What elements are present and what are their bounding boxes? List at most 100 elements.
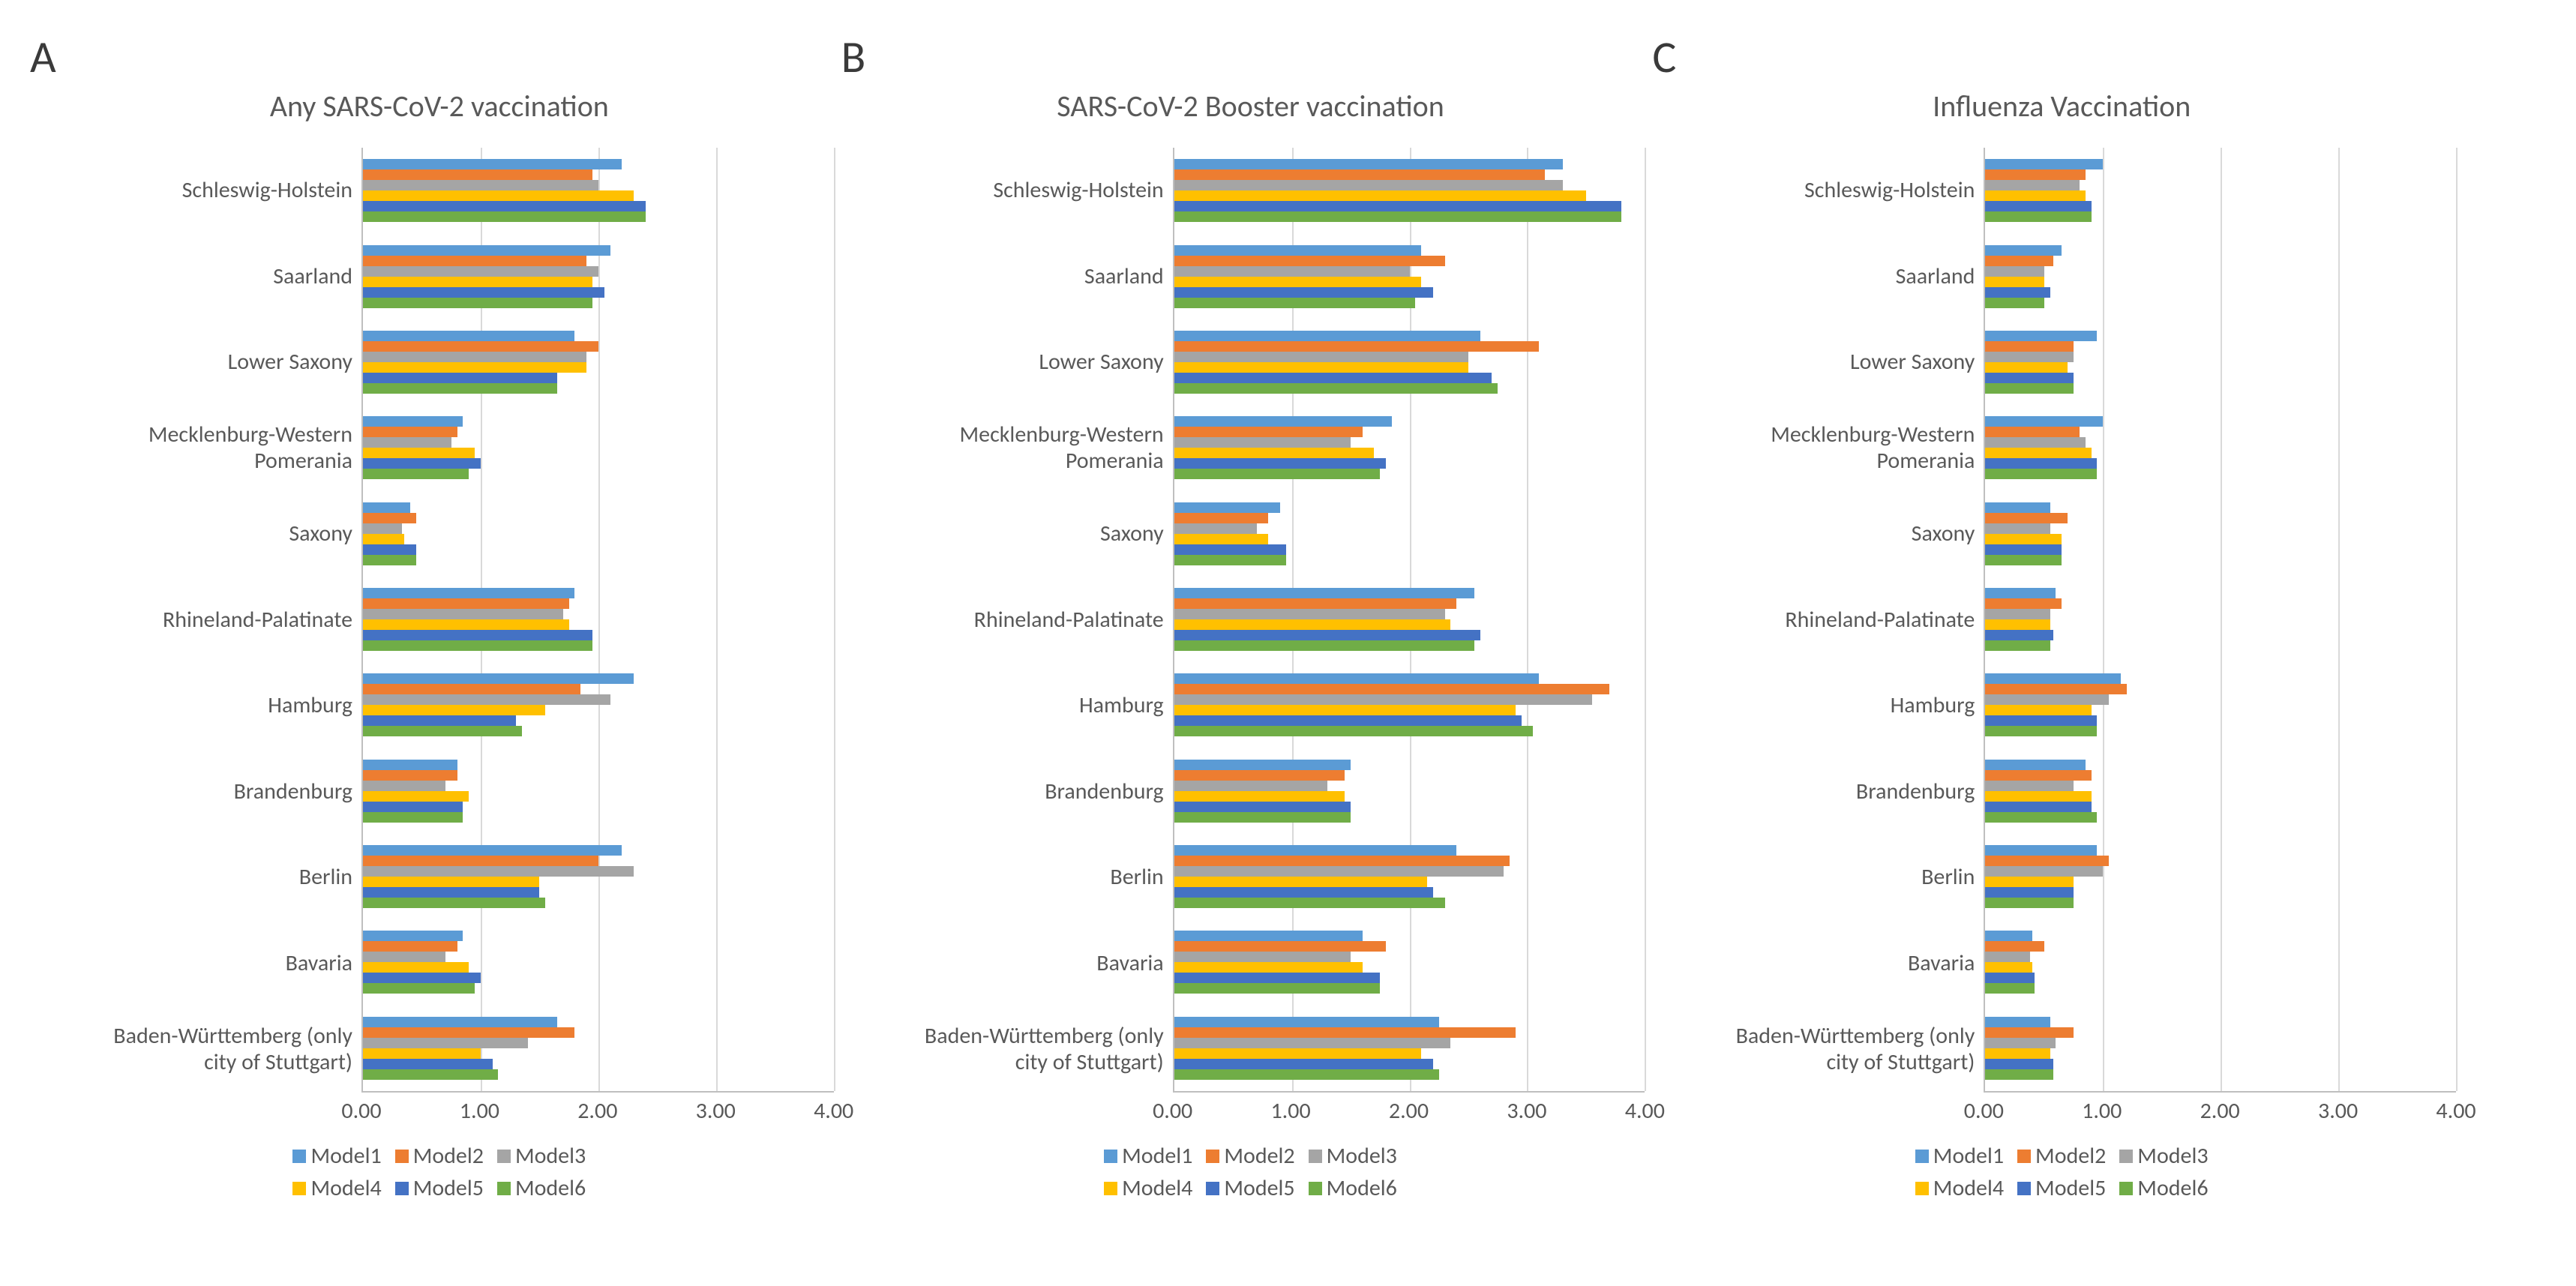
bar — [1174, 887, 1433, 898]
bar — [363, 331, 574, 341]
x-tick-label: 2.00 — [2200, 1097, 2240, 1125]
bar — [363, 898, 545, 908]
bar — [1985, 781, 2074, 791]
bar — [1985, 534, 2062, 544]
bar — [1985, 898, 2074, 908]
bar — [363, 169, 592, 180]
bar — [1985, 544, 2062, 555]
bar — [1174, 941, 1386, 952]
legend-item: Model4 — [1104, 1174, 1192, 1202]
bar — [1174, 845, 1457, 856]
y-axis-labels: Schleswig-HolsteinSaarlandLower SaxonyMe… — [45, 148, 361, 1093]
legend-label: Model6 — [1327, 1174, 1397, 1202]
bar-group — [363, 319, 834, 405]
legend-label: Model2 — [413, 1142, 484, 1170]
panel-title: Influenza Vaccination — [1667, 88, 2456, 125]
bar — [1985, 373, 2074, 383]
bar — [1174, 523, 1257, 534]
bar-group — [1174, 233, 1645, 319]
legend-swatch-icon — [1309, 1182, 1322, 1195]
bar — [1174, 266, 1410, 277]
bar — [1174, 609, 1445, 619]
bar-group — [1174, 834, 1645, 919]
legend-label: Model3 — [2137, 1142, 2208, 1170]
bar — [363, 458, 481, 469]
y-label: Schleswig-Holstein — [45, 148, 352, 234]
legend-swatch-icon — [1104, 1150, 1117, 1163]
plot-area — [1173, 148, 1645, 1093]
bar-group — [1174, 405, 1645, 490]
legend-item: Model3 — [1309, 1142, 1397, 1170]
legend-swatch-icon — [497, 1182, 511, 1195]
bar — [363, 694, 610, 705]
bar — [1174, 1038, 1451, 1048]
legend-item: Model5 — [395, 1174, 484, 1202]
bar — [1985, 973, 2035, 983]
bar — [363, 588, 574, 598]
bar — [1174, 673, 1539, 684]
bar — [363, 812, 463, 823]
bar — [1985, 1048, 2050, 1059]
bar — [363, 726, 522, 736]
y-axis-labels: Schleswig-HolsteinSaarlandLower SaxonyMe… — [1667, 148, 1984, 1093]
bar — [363, 619, 569, 630]
bar-group — [363, 490, 834, 576]
x-tick-label: 3.00 — [1507, 1097, 1546, 1125]
bar — [1174, 1017, 1439, 1027]
y-label: Schleswig-Holstein — [1667, 148, 1975, 234]
y-label: Baden-Württemberg (onlycity of Stuttgart… — [856, 1006, 1164, 1093]
x-axis-inner: 0.001.002.003.004.00 — [361, 1097, 834, 1127]
x-tick-label: 3.00 — [696, 1097, 736, 1125]
y-label: Brandenburg — [1667, 749, 1975, 835]
bar — [1174, 1059, 1433, 1069]
bar — [1174, 983, 1381, 994]
bar — [363, 277, 592, 287]
y-label: Hamburg — [856, 663, 1164, 749]
bar-group — [1985, 1006, 2456, 1091]
bar — [363, 266, 598, 277]
bar — [1985, 1038, 2056, 1048]
bar — [1985, 760, 2085, 770]
bar — [1985, 362, 2068, 373]
legend-label: Model4 — [1933, 1174, 2004, 1202]
y-label: Baden-Württemberg (onlycity of Stuttgart… — [1667, 1006, 1975, 1093]
bar — [1174, 256, 1445, 266]
bar — [1174, 211, 1621, 222]
panel-letter: C — [1652, 30, 2456, 85]
legend-swatch-icon — [2017, 1150, 2031, 1163]
bar — [363, 630, 592, 640]
bar — [1985, 1059, 2053, 1069]
legend-item: Model1 — [292, 1142, 381, 1170]
bar — [1174, 760, 1351, 770]
bar — [1174, 962, 1363, 973]
bar — [363, 383, 557, 394]
bar — [363, 866, 634, 877]
x-tick-label: 4.00 — [1625, 1097, 1665, 1125]
bar — [1985, 190, 2085, 201]
legend-swatch-icon — [1206, 1182, 1219, 1195]
bar — [1985, 277, 2044, 287]
bar — [363, 931, 463, 941]
legend-item: Model3 — [2119, 1142, 2208, 1170]
legend-swatch-icon — [395, 1182, 409, 1195]
bar-group — [1174, 490, 1645, 576]
y-label: Saxony — [1667, 491, 1975, 577]
legend-label: Model1 — [310, 1142, 381, 1170]
bar — [363, 373, 557, 383]
bar — [363, 856, 598, 866]
gridline — [2456, 148, 2458, 1091]
bar-group — [1985, 834, 2456, 919]
legend-label: Model4 — [1122, 1174, 1192, 1202]
bar — [1985, 245, 2062, 256]
bar — [1985, 877, 2074, 887]
bar — [1174, 866, 1504, 877]
bar — [1174, 383, 1498, 394]
bar — [1174, 159, 1563, 169]
y-label: Mecklenburg-WesternPomerania — [45, 406, 352, 492]
bar — [1174, 437, 1351, 448]
bar — [1174, 715, 1522, 726]
panel-a: AAny SARS-CoV-2 vaccinationSchleswig-Hol… — [45, 30, 834, 1202]
legend-item: Model5 — [1206, 1174, 1294, 1202]
bar — [1174, 630, 1480, 640]
legend-label: Model1 — [1122, 1142, 1192, 1170]
